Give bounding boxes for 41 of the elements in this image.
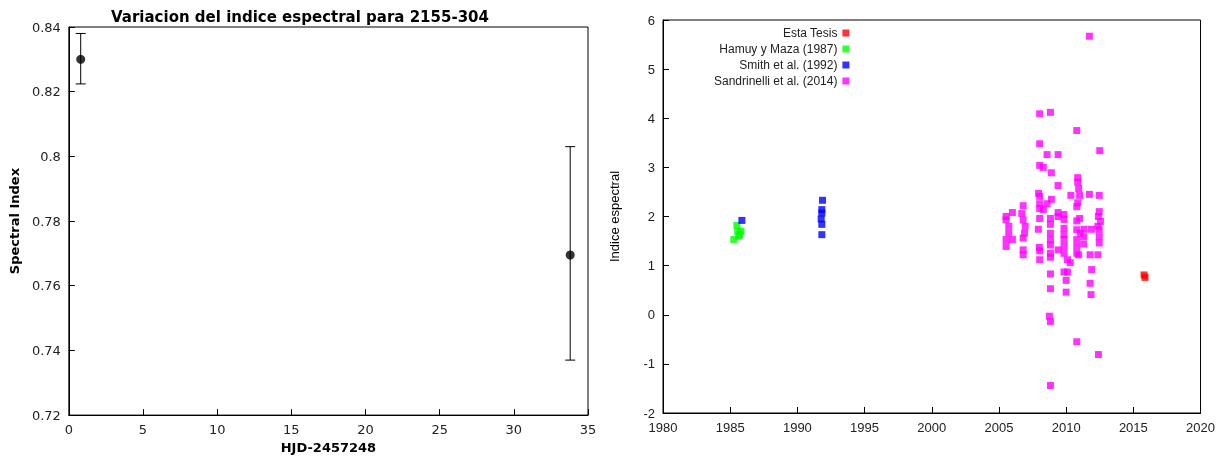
x-tick-label: 1995 <box>850 420 880 435</box>
y-tick-label: 1 <box>647 258 655 274</box>
x-tick-label: 10 <box>208 422 226 438</box>
legend-label: Smith et al. (1992) <box>739 58 838 72</box>
y-tick-label: 4 <box>647 110 655 126</box>
x-tick-label: 2010 <box>1051 420 1081 435</box>
x-tick-label: 2000 <box>917 420 947 435</box>
x-tick-label: 0 <box>64 422 73 438</box>
x-tick-label: 1980 <box>648 420 678 435</box>
x-tick-label: 2020 <box>1186 420 1215 435</box>
chart-title: Variacion del indice espectral para 2155-304 <box>111 7 489 26</box>
y-tick-label: 3 <box>647 159 655 175</box>
legend-label: Hamuy y Maza (1987) <box>719 42 838 56</box>
legend-label: Esta Tesis <box>782 26 838 40</box>
y-tick-label: -2 <box>643 405 655 421</box>
y-axis-title: Spectral Index <box>7 167 22 275</box>
y-tick-label: 0.82 <box>31 84 61 100</box>
x-tick-label: 15 <box>283 422 300 438</box>
y-tick-label: 6 <box>647 12 655 28</box>
x-tick-label: 1990 <box>782 420 812 435</box>
x-tick-label: 35 <box>579 422 597 438</box>
y-tick-label: 0.72 <box>31 407 61 423</box>
y-tick-label: 0.84 <box>31 19 61 35</box>
y-axis-title: Indice espectral <box>607 170 622 263</box>
y-tick-label: 0.78 <box>31 213 61 229</box>
x-tick-label: 2015 <box>1118 420 1148 435</box>
y-tick-label: 0.76 <box>31 278 61 294</box>
x-tick-label: 2005 <box>984 420 1014 435</box>
legend-label: Sandrinelli et al. (2014) <box>714 74 838 88</box>
y-tick-label: 0.74 <box>31 342 61 358</box>
x-tick-label: 25 <box>431 422 448 438</box>
y-tick-label: 2 <box>647 209 655 224</box>
x-tick-label: 5 <box>138 422 148 438</box>
x-tick-label: 20 <box>357 422 374 438</box>
y-tick-label: 0.8 <box>40 148 61 164</box>
y-tick-label: 0 <box>647 307 655 323</box>
x-axis-title: HJD-2457248 <box>280 440 377 455</box>
y-tick-label: -1 <box>643 356 655 372</box>
x-tick-label: 1985 <box>715 420 745 435</box>
x-tick-label: 30 <box>505 422 523 438</box>
y-tick-label: 5 <box>647 61 655 77</box>
